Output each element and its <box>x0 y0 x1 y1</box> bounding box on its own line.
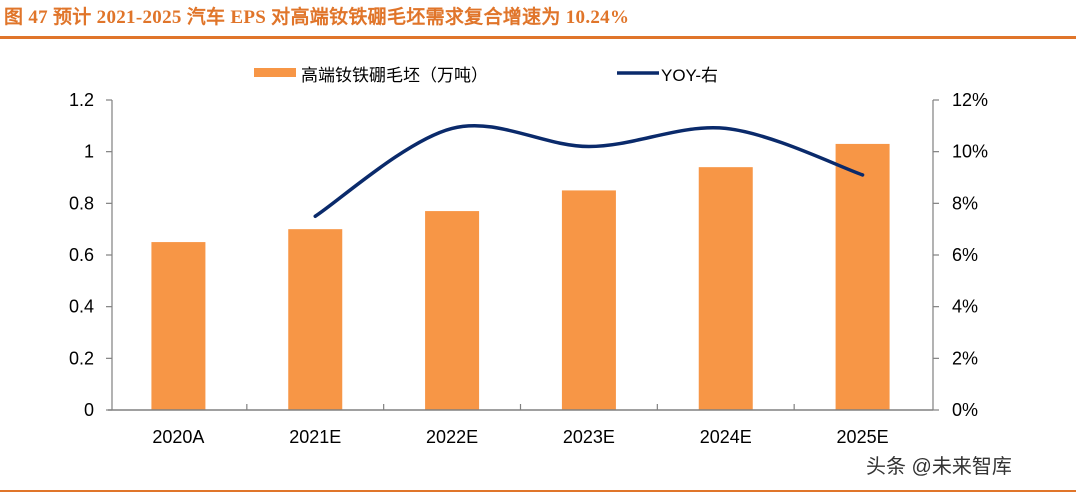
x-axis: 2020A 2021E 2022E 2023E 2024E 2025E <box>108 404 933 447</box>
legend-bar-label: 高端钕铁硼毛坯（万吨） <box>301 66 488 85</box>
x-tick-label: 2023E <box>563 427 615 447</box>
right-tick-label: 4% <box>952 297 978 317</box>
bar-series <box>151 143 890 410</box>
left-tick-label: 0.4 <box>69 297 94 317</box>
watermark: 头条 @未来智库 <box>866 456 1012 478</box>
x-tick-label: 2020A <box>152 427 204 447</box>
left-tick-label: 0.2 <box>69 348 94 368</box>
bar <box>698 167 753 410</box>
bar <box>835 143 890 410</box>
bar <box>561 190 616 410</box>
right-tick-label: 10% <box>952 142 988 162</box>
left-tick-label: 0.8 <box>69 193 94 213</box>
left-tick-label: 0 <box>84 400 94 420</box>
right-tick-label: 0% <box>952 400 978 420</box>
right-tick-label: 6% <box>952 245 978 265</box>
legend-bar-swatch <box>254 68 296 77</box>
right-tick-label: 8% <box>952 193 978 213</box>
x-tick-label: 2024E <box>700 427 752 447</box>
left-tick-label: 0.6 <box>69 245 94 265</box>
bottom-divider <box>0 490 1076 492</box>
bar <box>425 211 480 410</box>
x-tick-label: 2022E <box>426 427 478 447</box>
legend-line-label: YOY-右 <box>661 66 718 85</box>
x-tick-label: 2025E <box>837 427 889 447</box>
bar <box>151 242 206 410</box>
chart-title: 图 47 预计 2021-2025 汽车 EPS 对高端钕铁硼毛坯需求复合增速为… <box>4 7 630 28</box>
right-tick-label: 2% <box>952 348 978 368</box>
left-tick-label: 1 <box>84 142 94 162</box>
right-y-axis: 0% 2% 4% 6% 8% 10% 12% <box>932 90 988 420</box>
yoy-line <box>313 123 865 218</box>
right-tick-label: 12% <box>952 90 988 110</box>
left-tick-label: 1.2 <box>69 90 94 110</box>
legend: 高端钕铁硼毛坯（万吨） YOY-右 <box>254 66 718 85</box>
bar <box>288 229 343 410</box>
left-y-axis: 0 0.2 0.4 0.6 0.8 1 1.2 <box>69 90 113 420</box>
title-divider <box>0 36 1076 39</box>
x-tick-label: 2021E <box>289 427 341 447</box>
